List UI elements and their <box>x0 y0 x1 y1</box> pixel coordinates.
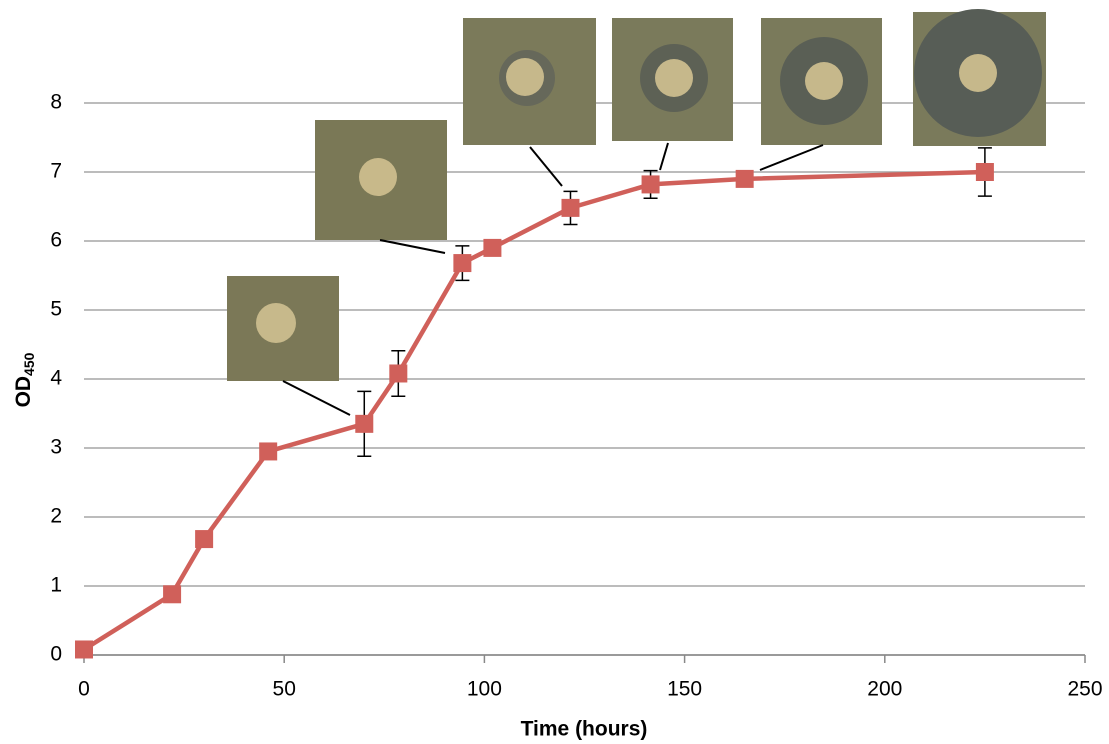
axes: 0 1 2 3 4 5 6 7 8 0 50 100 150 200 250 <box>50 91 1102 701</box>
x-tick-label: 150 <box>667 678 702 701</box>
marker <box>453 254 472 273</box>
marker <box>561 198 580 217</box>
y-label-main: OD <box>12 376 35 408</box>
marker <box>735 169 754 188</box>
y-axis-label: OD450 <box>12 352 37 407</box>
x-axis-label: Time (hours) <box>521 718 648 741</box>
y-tick-label: 1 <box>50 574 62 597</box>
plate-image <box>315 120 447 254</box>
marker <box>389 364 408 383</box>
y-tick-label: 0 <box>50 643 62 666</box>
y-tick-label: 6 <box>50 229 62 252</box>
marker <box>975 163 994 181</box>
marker <box>641 175 660 194</box>
marker <box>483 238 502 257</box>
plate-image <box>612 18 733 171</box>
marker <box>195 530 214 549</box>
x-tick-label: 100 <box>467 678 502 701</box>
y-tick-label: 4 <box>50 367 62 390</box>
marker <box>355 414 374 433</box>
x-tick-label: 250 <box>1067 678 1102 701</box>
data-line <box>82 169 985 652</box>
y-tick-label: 3 <box>50 436 62 459</box>
x-tick-label: 200 <box>867 678 902 701</box>
x-tick-label: 0 <box>78 678 90 701</box>
plate-images <box>227 9 1046 416</box>
y-label-subscript: 450 <box>21 352 37 376</box>
plate-image <box>463 18 596 187</box>
plate-image <box>227 276 351 416</box>
marker <box>259 442 278 461</box>
y-tick-label: 2 <box>50 505 62 528</box>
plate-image <box>759 18 882 171</box>
y-tick-label: 5 <box>50 298 62 321</box>
marker <box>163 585 182 604</box>
marker <box>75 640 93 659</box>
plate-image <box>913 9 1046 146</box>
y-tick-label: 7 <box>50 160 62 183</box>
x-tick-label: 50 <box>273 678 296 701</box>
y-tick-label: 8 <box>50 91 62 114</box>
